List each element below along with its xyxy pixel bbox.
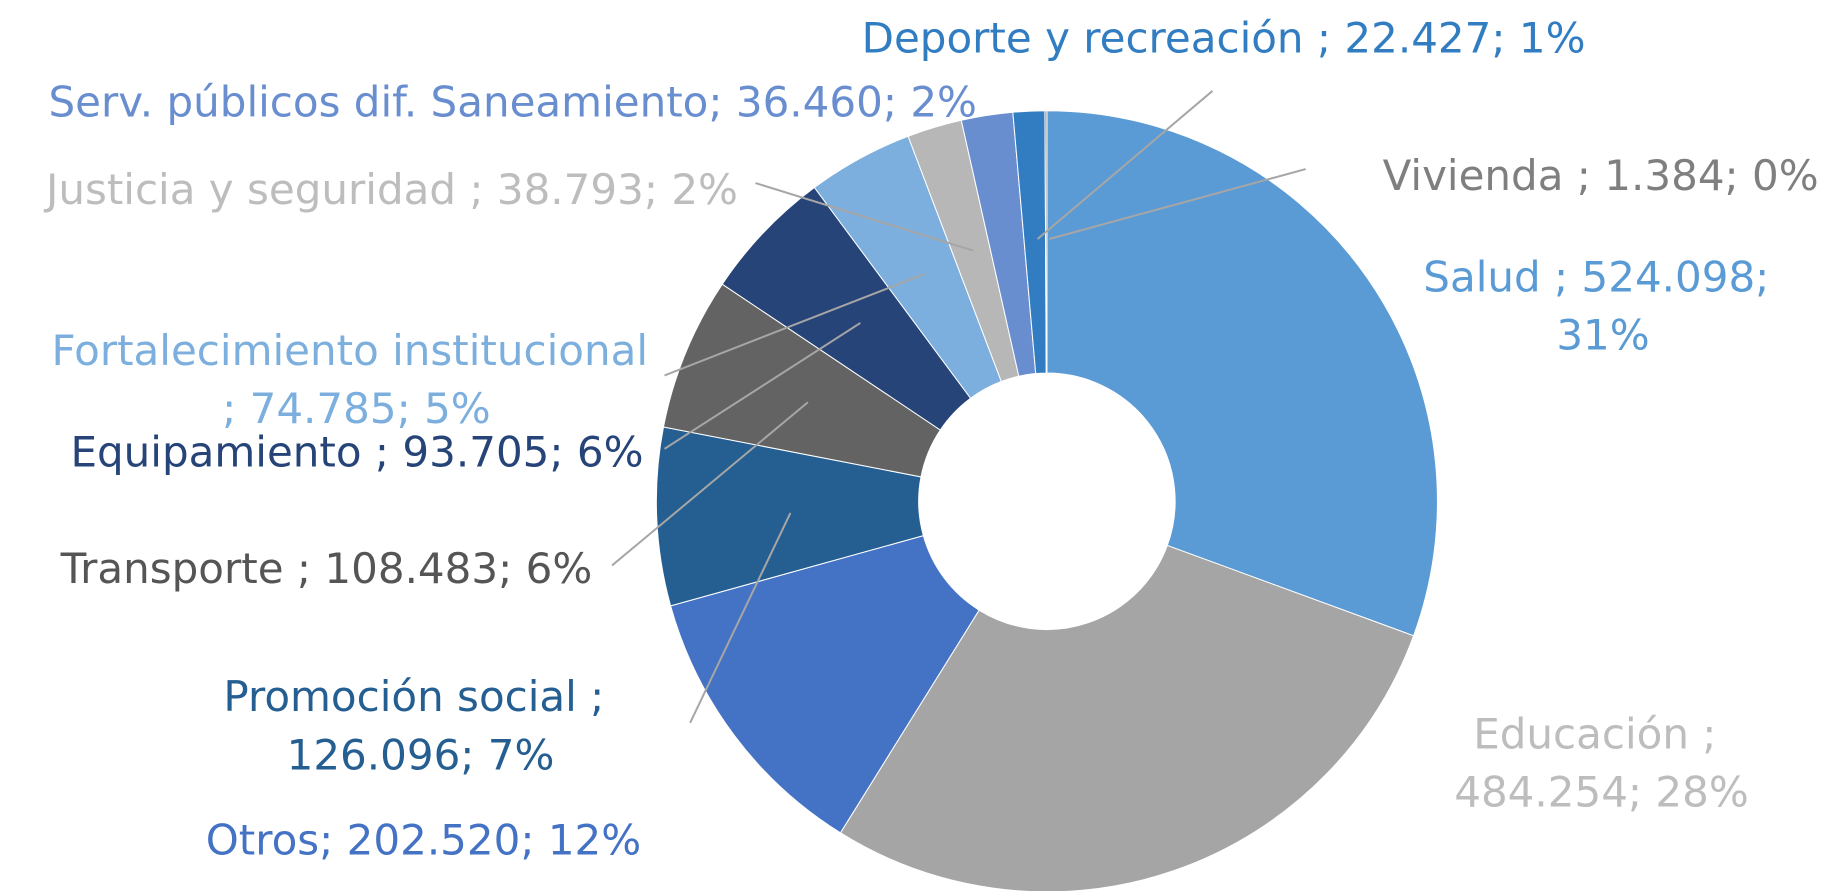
data-label: Fortalecimiento institucional ; 74.785; … xyxy=(51,326,648,433)
label-line: Serv. públicos dif. Saneamiento; 36.460;… xyxy=(48,78,977,127)
label-line: Fortalecimiento institucional xyxy=(51,326,648,375)
data-label: Otros; 202.520; 12% xyxy=(206,816,641,865)
donut-slice xyxy=(1044,110,1048,374)
label-line: 484.254; 28% xyxy=(1441,768,1749,817)
data-label: Deporte y recreación ; 22.427; 1% xyxy=(862,13,1586,62)
donut-slice xyxy=(1046,110,1438,637)
label-line: Justicia y seguridad ; 38.793; 2% xyxy=(43,165,738,214)
leader-line xyxy=(1036,90,1214,240)
label-line: Deporte y recreación ; 22.427; 1% xyxy=(862,13,1586,62)
label-line: Salud ; 524.098; xyxy=(1423,252,1782,301)
leader-line xyxy=(664,273,925,377)
donut-slice xyxy=(669,535,980,834)
leader-line xyxy=(611,401,809,567)
data-label: Justicia y seguridad ; 38.793; 2% xyxy=(43,165,738,214)
label-line: 31% xyxy=(1556,311,1649,360)
donut-slice xyxy=(839,544,1415,891)
leader-line xyxy=(689,512,792,724)
label-line: Otros; 202.520; 12% xyxy=(206,816,641,865)
leader-line xyxy=(1048,168,1306,240)
leader-line xyxy=(663,322,861,450)
data-label: Educación ; 484.254; 28% xyxy=(1441,709,1749,816)
label-line: Educación ; xyxy=(1473,709,1716,758)
label-line: 126.096; 7% xyxy=(273,730,554,779)
data-label: Serv. públicos dif. Saneamiento; 36.460;… xyxy=(48,78,977,127)
data-label: Promoción social ; 126.096; 7% xyxy=(223,672,604,779)
data-label: Equipamiento ; 93.705; 6% xyxy=(70,427,643,476)
leader-line xyxy=(755,182,974,252)
label-line: Equipamiento ; 93.705; 6% xyxy=(70,427,643,476)
label-line: ; 74.785; 5% xyxy=(209,384,491,433)
data-label: Salud ; 524.098; 31% xyxy=(1423,252,1782,359)
label-line: Promoción social ; xyxy=(223,672,604,721)
data-label: Vivienda ; 1.384; 0% xyxy=(1383,151,1819,200)
data-label: Transporte ; 108.483; 6% xyxy=(60,544,593,593)
label-line: Transporte ; 108.483; 6% xyxy=(60,544,593,593)
label-line: Vivienda ; 1.384; 0% xyxy=(1383,151,1819,200)
